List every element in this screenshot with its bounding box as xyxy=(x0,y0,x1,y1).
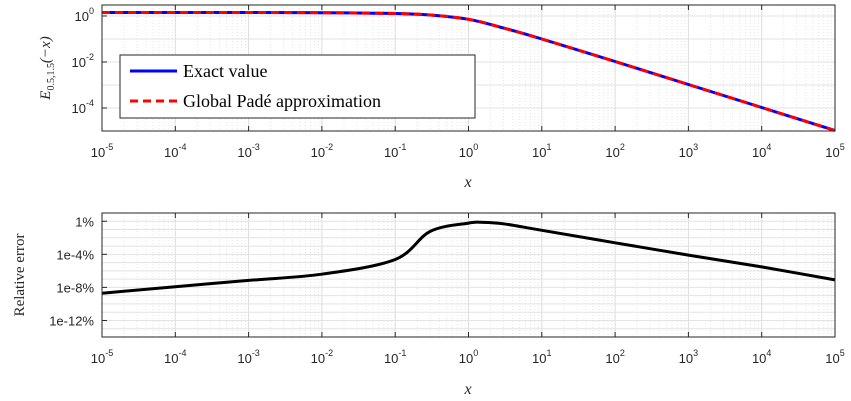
top-y-tick-label: 10-2 xyxy=(72,52,94,70)
top-x-tick-labels: 10-5 10-4 10-3 10-2 10-1 100 101 102 103 104 105 xyxy=(91,5,845,160)
top-x-tick-label: 10-2 xyxy=(311,142,333,160)
top-y-tick-labels: 100 10-2 10-4 xyxy=(72,6,107,116)
legend-label-pade: Global Padé approximation xyxy=(183,91,381,111)
bottom-x-tick-label: 101 xyxy=(532,348,551,366)
top-x-axis-label: x xyxy=(463,174,471,191)
legend-label-exact: Exact value xyxy=(183,61,267,81)
top-series-line-1 xyxy=(102,10,836,132)
bottom-x-tick-label: 105 xyxy=(825,348,844,366)
top-x-tick-label: 100 xyxy=(459,142,478,160)
bottom-x-tick-label: 102 xyxy=(605,348,624,366)
bottom-y-tick-label: 1e-8% xyxy=(56,280,94,295)
bottom-panel: 10-5 10-4 10-3 10-2 10-1 100 101 102 103 104 105 1… xyxy=(12,212,845,398)
top-x-tick-label: 101 xyxy=(532,142,551,160)
top-x-tick-label: 10-5 xyxy=(91,142,113,160)
bottom-x-tick-labels: 10-5 10-4 10-3 10-2 10-1 100 101 102 103 104 105 xyxy=(91,213,845,366)
bottom-y-axis-label: Relative error xyxy=(12,234,28,317)
bottom-y-tick-label: 1% xyxy=(75,214,94,229)
legend: Exact value Global Padé approximation xyxy=(119,54,476,119)
bottom-x-tick-label: 10-3 xyxy=(237,348,259,366)
top-x-tick-label: 10-4 xyxy=(164,142,186,160)
svg-text:Relative error: Relative error xyxy=(12,234,28,317)
bottom-y-tick-labels: 1% 1e-4% 1e-8% 1e-12% xyxy=(49,214,107,328)
top-x-tick-label: 10-3 xyxy=(237,142,259,160)
bottom-x-tick-label: 100 xyxy=(459,348,478,366)
top-x-tick-label: 102 xyxy=(605,142,624,160)
top-y-tick-label: 100 xyxy=(75,6,94,24)
top-x-tick-label: 104 xyxy=(752,142,771,160)
top-panel: 10-5 10-4 10-3 10-2 10-1 100 101 102 103 104 105 1… xyxy=(38,4,845,191)
svg-text:E0.5,1.5(−x): E0.5,1.5(−x) xyxy=(38,36,57,100)
legend-box xyxy=(119,54,476,119)
top-y-label-base: E xyxy=(38,91,54,101)
top-y-tick-label: 10-4 xyxy=(72,98,94,116)
bottom-y-tick-label: 1e-12% xyxy=(49,313,94,328)
bottom-series-line-0 xyxy=(101,220,836,295)
bottom-x-tick-label: 10-4 xyxy=(164,348,186,366)
top-x-tick-label: 10-1 xyxy=(384,142,406,160)
bottom-x-axis-label: x xyxy=(463,381,471,398)
bottom-plot-lines xyxy=(101,220,836,295)
top-y-label-sub: 0.5,1.5 xyxy=(46,63,57,91)
bottom-x-tick-label: 10-1 xyxy=(384,348,406,366)
bottom-x-tick-label: 10-2 xyxy=(311,348,333,366)
bottom-x-tick-label: 104 xyxy=(752,348,771,366)
top-x-tick-label: 103 xyxy=(679,142,698,160)
bottom-x-tick-label: 10-5 xyxy=(91,348,113,366)
top-plot-lines xyxy=(102,10,836,132)
bottom-y-tick-label: 1e-4% xyxy=(56,247,94,262)
top-y-axis-label: E0.5,1.5(−x) xyxy=(38,36,57,100)
top-x-tick-label: 105 xyxy=(825,142,844,160)
top-y-label-arg: (−x) xyxy=(38,36,54,63)
bottom-x-tick-label: 103 xyxy=(679,348,698,366)
